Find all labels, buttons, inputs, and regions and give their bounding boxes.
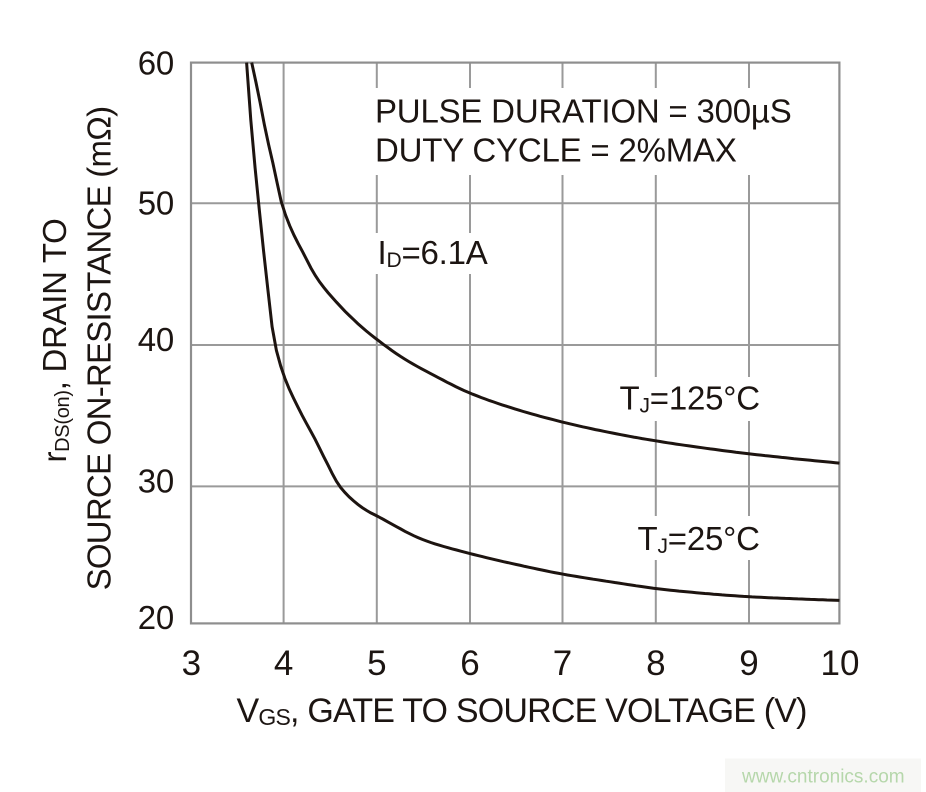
svg-text:VGS, GATE TO SOURCE VOLTAGE (V: VGS, GATE TO SOURCE VOLTAGE (V) (237, 692, 807, 730)
svg-text:30: 30 (138, 462, 174, 499)
svg-text:8: 8 (646, 644, 665, 683)
svg-text:PULSE DURATION = 300µS: PULSE DURATION = 300µS (375, 93, 792, 130)
svg-text:TJ=25°C: TJ=25°C (638, 520, 760, 558)
svg-text:DUTY CYCLE = 2%MAX: DUTY CYCLE = 2%MAX (375, 132, 737, 169)
svg-text:60: 60 (138, 44, 174, 81)
svg-text:9: 9 (739, 644, 758, 683)
svg-text:ID=6.1A: ID=6.1A (378, 234, 488, 272)
svg-text:10: 10 (821, 644, 860, 683)
svg-text:5: 5 (367, 644, 386, 683)
svg-text:7: 7 (553, 644, 572, 683)
svg-text:SOURCE ON-RESISTANCE (mΩ): SOURCE ON-RESISTANCE (mΩ) (81, 107, 118, 591)
svg-text:20: 20 (138, 599, 174, 636)
svg-text:4: 4 (274, 644, 293, 683)
svg-text:40: 40 (138, 321, 174, 358)
svg-text:50: 50 (138, 185, 174, 222)
svg-text:6: 6 (460, 644, 479, 683)
svg-text:3: 3 (182, 644, 201, 683)
svg-text:www.cntronics.com: www.cntronics.com (741, 767, 905, 788)
